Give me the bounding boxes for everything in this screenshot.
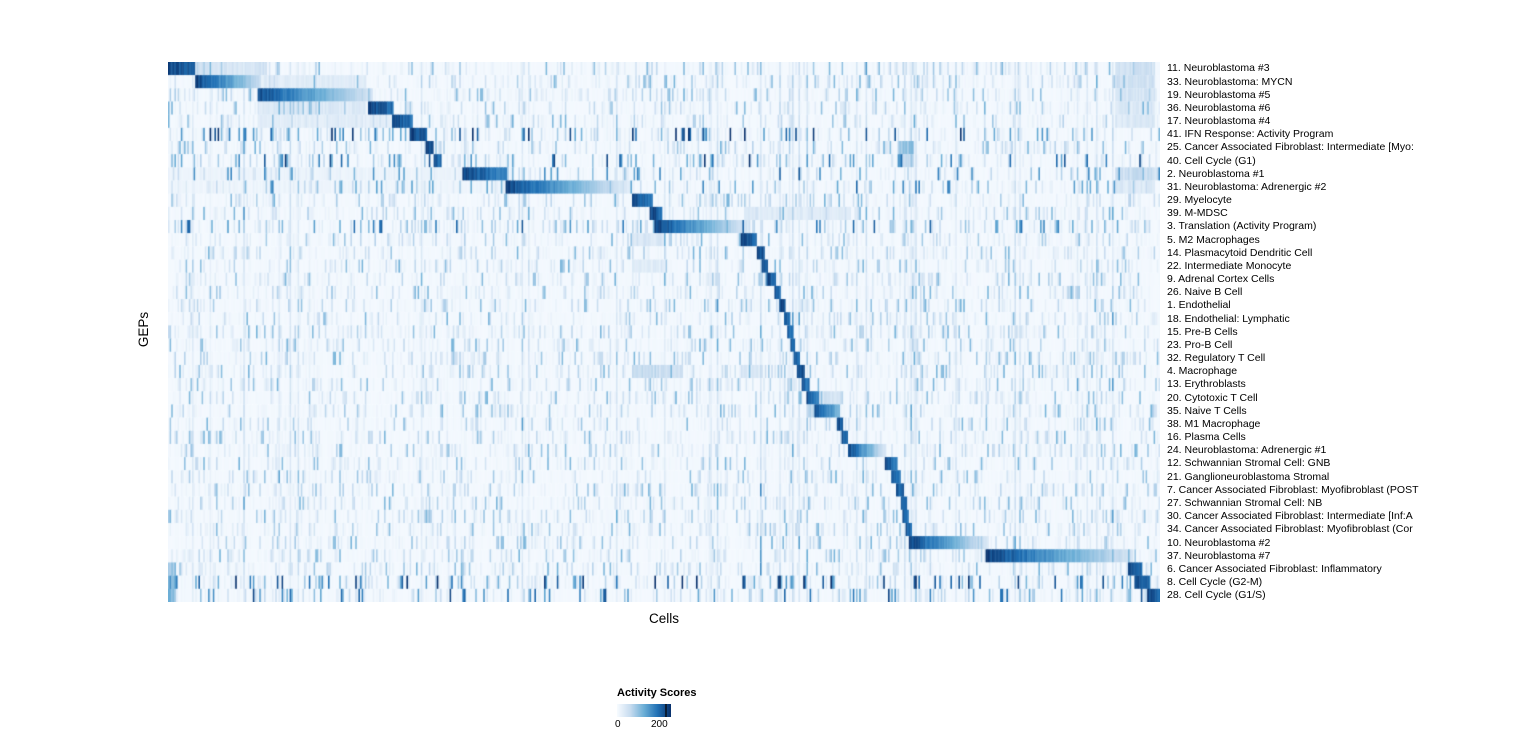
row-label: 15. Pre-B Cells bbox=[1167, 325, 1238, 338]
x-axis-label: Cells bbox=[648, 611, 679, 626]
row-label: 17. Neuroblastoma #4 bbox=[1167, 115, 1271, 128]
row-label: 37. Neuroblastoma #7 bbox=[1167, 549, 1271, 562]
row-label: 19. Neuroblastoma #5 bbox=[1167, 88, 1271, 101]
colorbar-max-label: 200 bbox=[651, 719, 668, 730]
row-label: 12. Schwannian Stromal Cell: GNB bbox=[1167, 457, 1331, 470]
colorbar-title: Activity Scores bbox=[617, 687, 697, 699]
row-label: 34. Cancer Associated Fibroblast: Myofib… bbox=[1167, 523, 1413, 536]
row-label: 32. Regulatory T Cell bbox=[1167, 352, 1266, 365]
row-label: 28. Cell Cycle (G1/S) bbox=[1167, 589, 1266, 602]
row-label: 20. Cytotoxic T Cell bbox=[1167, 391, 1258, 404]
row-label: 24. Neuroblastoma: Adrenergic #1 bbox=[1167, 444, 1327, 457]
row-label: 40. Cell Cycle (G1) bbox=[1167, 154, 1256, 167]
heatmap-canvas bbox=[168, 62, 1160, 602]
row-label: 1. Endothelial bbox=[1167, 299, 1231, 312]
row-label: 38. M1 Macrophage bbox=[1167, 417, 1261, 430]
colorbar-ticks: 0 200 bbox=[615, 719, 697, 731]
row-label: 27. Schwannian Stromal Cell: NB bbox=[1167, 497, 1323, 509]
colorbar-legend: Activity Scores 0 200 bbox=[615, 687, 697, 731]
row-label: 41. IFN Response: Activity Program bbox=[1167, 128, 1334, 141]
row-label: 26. Naive B Cell bbox=[1167, 286, 1243, 299]
colorbar-tick bbox=[665, 704, 667, 717]
row-label: 29. Myelocyte bbox=[1167, 194, 1232, 207]
row-label: 2. Neuroblastoma #1 bbox=[1167, 167, 1265, 180]
row-label: 11. Neuroblastoma #3 bbox=[1167, 62, 1270, 75]
row-label: 7. Cancer Associated Fibroblast: Myofibr… bbox=[1167, 483, 1419, 496]
row-labels: 11. Neuroblastoma #3 33. Neuroblastoma: … bbox=[1163, 62, 1419, 602]
row-label: 5. M2 Macrophages bbox=[1167, 233, 1260, 246]
row-label: 39. M-MDSC bbox=[1167, 207, 1228, 220]
row-label: 33. Neuroblastoma: MYCN bbox=[1167, 75, 1293, 88]
colorbar-gradient bbox=[617, 704, 671, 717]
row-label: 23. Pro-B Cell bbox=[1167, 338, 1233, 351]
row-label: 14. Plasmacytoid Dendritic Cell bbox=[1167, 246, 1313, 259]
row-label: 3. Translation (Activity Program) bbox=[1167, 220, 1317, 233]
row-label: 6. Cancer Associated Fibroblast: Inflamm… bbox=[1167, 562, 1382, 575]
row-label: 13. Erythroblasts bbox=[1167, 378, 1246, 391]
row-label: 21. Ganglioneuroblastoma Stromal bbox=[1167, 470, 1330, 483]
row-label: 18. Endothelial: Lymphatic bbox=[1167, 312, 1290, 325]
row-label: 35. Naive T Cells bbox=[1167, 404, 1247, 417]
row-label: 36. Neuroblastoma #6 bbox=[1167, 101, 1271, 114]
row-label: 22. Intermediate Monocyte bbox=[1167, 259, 1292, 272]
row-label: 4. Macrophage bbox=[1167, 365, 1238, 378]
y-axis-label: GEPs bbox=[136, 311, 152, 348]
row-label: 31. Neuroblastoma: Adrenergic #2 bbox=[1167, 180, 1327, 193]
row-label: 9. Adrenal Cortex Cells bbox=[1167, 273, 1275, 286]
row-label: 16. Plasma Cells bbox=[1167, 431, 1246, 444]
row-label: 8. Cell Cycle (G2-M) bbox=[1167, 576, 1263, 589]
colorbar-min-label: 0 bbox=[615, 719, 621, 730]
row-label: 30. Cancer Associated Fibroblast: Interm… bbox=[1167, 510, 1413, 523]
row-label: 10. Neuroblastoma #2 bbox=[1167, 536, 1271, 549]
row-label: 25. Cancer Associated Fibroblast: Interm… bbox=[1167, 141, 1414, 154]
